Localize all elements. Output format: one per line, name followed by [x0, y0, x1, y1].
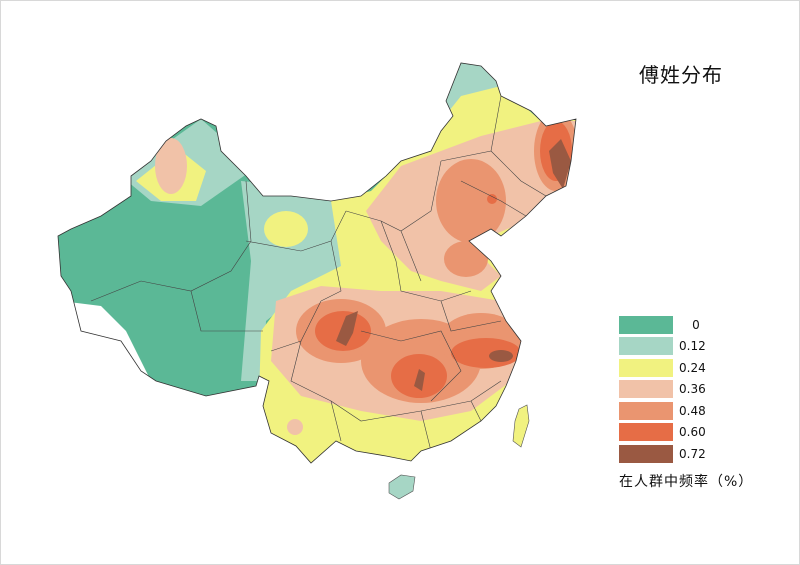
legend-item: 0.48	[619, 400, 719, 422]
legend-value: 0.60	[679, 425, 706, 440]
legend-swatch	[619, 337, 673, 356]
province-borders	[90, 95, 547, 452]
legend-item: 0.36	[619, 379, 719, 401]
legend-item: 0.72	[619, 443, 719, 465]
legend-value: 0.36	[679, 382, 706, 397]
island-taiwan	[512, 404, 530, 448]
legend-swatch	[619, 423, 673, 442]
legend-item: 0.24	[619, 357, 719, 379]
legend-label: 在人群中频率（%）	[619, 474, 754, 490]
legend-swatch	[619, 444, 673, 463]
map-title: 傅姓分布	[639, 63, 723, 87]
legend-item: 0.60	[619, 422, 719, 444]
legend-swatch	[619, 358, 673, 377]
legend-item: 0.12	[619, 336, 719, 358]
legend-value: 0.72	[679, 446, 706, 461]
legend-value: 0.12	[679, 339, 706, 354]
legend: 0 0.12 0.24 0.36 0.48 0.60 0.72	[619, 314, 719, 465]
legend-swatch	[619, 380, 673, 399]
legend-value: 0.48	[679, 403, 706, 418]
region-level-072	[336, 139, 571, 391]
island-hainan	[388, 474, 416, 500]
legend-swatch	[619, 401, 673, 420]
legend-value: 0	[692, 317, 700, 332]
legend-swatch	[619, 315, 673, 334]
legend-value: 0.24	[679, 360, 706, 375]
legend-item: 0	[619, 314, 719, 336]
